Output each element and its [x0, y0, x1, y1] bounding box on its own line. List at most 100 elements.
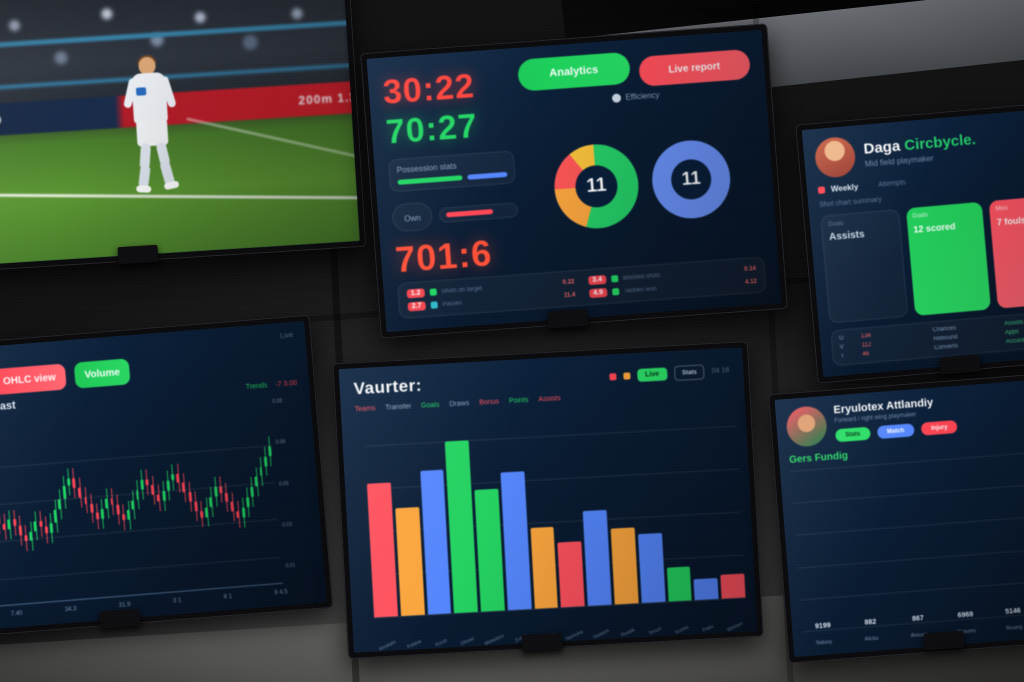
candle	[78, 487, 82, 498]
candlestick-plot[interactable]	[0, 397, 284, 610]
bar[interactable]	[557, 540, 586, 608]
x-tick-label: 9 4.5	[274, 589, 288, 597]
monitor-broadcast[interactable]: MADRID 200m 1.3	[0, 0, 367, 273]
stat-label: Tackles won	[623, 285, 657, 295]
bar-group[interactable]: 882	[850, 619, 892, 628]
possession-bar-green	[397, 175, 463, 185]
donut-caption: Efficiency	[625, 90, 660, 102]
football-player	[122, 54, 189, 198]
bar[interactable]	[693, 578, 719, 601]
monitor-grouped-bars[interactable]: Eryulotex Attlandiy Forward / right wing…	[768, 370, 1024, 664]
candle	[115, 504, 120, 515]
x-tick-label: Kizun	[434, 637, 448, 649]
bar-group[interactable]: 867	[897, 615, 939, 624]
candle	[176, 473, 180, 484]
live-badge[interactable]: Live	[636, 367, 668, 382]
bar-chart-title: Vaurter:	[353, 375, 423, 399]
candle	[259, 466, 263, 477]
bar[interactable]	[500, 471, 532, 611]
legend-item[interactable]: Transfer	[385, 403, 412, 412]
info-icon	[612, 93, 622, 103]
own-chip-label: Own	[403, 213, 422, 224]
x-tick-label: Dhowi	[460, 635, 476, 648]
bar[interactable]	[419, 469, 452, 615]
injury-pill[interactable]: Injury	[920, 419, 958, 436]
possession-bar-blue	[467, 171, 508, 180]
candle	[188, 492, 192, 503]
bar[interactable]	[610, 527, 639, 605]
avatar[interactable]	[785, 405, 829, 448]
candle	[250, 487, 255, 498]
y-tick-label: 0.03	[282, 521, 293, 529]
legend-item[interactable]: Draws	[449, 400, 470, 409]
candle	[209, 496, 214, 508]
live-report-button[interactable]: Live report	[637, 48, 751, 87]
donut-chart-primary[interactable]: 11	[551, 140, 642, 231]
stat-color-swatch	[430, 301, 438, 309]
legend-item[interactable]: Goals	[420, 401, 440, 410]
bar[interactable]	[445, 440, 479, 614]
monitor-profile[interactable]: Daga Circbycle. Mid field playmaker Tota…	[795, 100, 1024, 384]
x-tick-label: 8 1	[223, 593, 233, 601]
stat-value: 0.22	[562, 278, 575, 286]
legend-item[interactable]: Bonus	[479, 398, 500, 407]
monitor-kpi-dashboard[interactable]: Matchday 30:22 70:27 Possession stats	[360, 23, 788, 339]
bar[interactable]	[666, 566, 693, 602]
x-tick-label: Pasu	[702, 623, 715, 634]
bar[interactable]	[530, 526, 559, 609]
metric-primary: 30:22	[381, 67, 477, 112]
x-tick-label: 34.3	[64, 606, 77, 614]
legend-item[interactable]: Points	[508, 396, 529, 405]
stat-color-swatch	[611, 288, 620, 296]
match-pill[interactable]: Match	[876, 423, 915, 440]
bar[interactable]	[582, 510, 612, 606]
bar-group[interactable]: 6969	[945, 611, 987, 620]
avatar[interactable]	[813, 135, 857, 180]
candle	[7, 519, 12, 530]
profile-row-b: Converts	[933, 343, 959, 352]
x-tick-label: 31.9	[118, 601, 131, 609]
candle	[24, 534, 28, 542]
bar[interactable]	[637, 533, 666, 604]
candle	[145, 478, 149, 486]
monitor-stand-bar-chart	[521, 632, 563, 653]
x-tick-label: Rodak	[620, 627, 637, 639]
x-tick-label: Kunso	[674, 624, 690, 636]
volume-chip[interactable]: Volume	[73, 358, 131, 389]
screen-bar-chart: Vaurter: Live Stats 04 18 Teams Transfer G…	[338, 347, 758, 653]
stat-badge: 1.2	[406, 288, 425, 299]
flag-icon	[817, 186, 826, 194]
stats-badge[interactable]: Stats	[673, 364, 706, 381]
bar-chart-plot[interactable]	[365, 426, 746, 618]
miss-card[interactable]: Miss 7 fouls	[988, 194, 1024, 309]
x-tick-label: Aticbu	[864, 635, 879, 643]
candle	[135, 489, 140, 500]
candle	[105, 498, 109, 509]
candle	[12, 519, 17, 527]
grouped-bars-plot[interactable]: 919988286769695146314	[790, 449, 1024, 631]
screen-broadcast: MADRID 200m 1.3	[0, 0, 360, 267]
candle	[121, 513, 126, 521]
stats-pill[interactable]: Stats	[834, 426, 871, 443]
dot-icon-orange	[623, 372, 631, 380]
candle	[230, 501, 235, 512]
legend-item[interactable]: Teams	[354, 405, 376, 414]
analytics-button[interactable]: Analytics	[516, 51, 631, 92]
bar[interactable]	[394, 506, 425, 617]
donut-chart-secondary[interactable]: 11	[649, 137, 733, 221]
legend-down: -7 3.00	[275, 379, 298, 389]
dot-icon-red	[609, 373, 617, 381]
legend-item[interactable]: Assists	[538, 395, 561, 404]
bar[interactable]	[474, 488, 505, 612]
bar-group[interactable]: 9199	[802, 622, 844, 631]
bar[interactable]	[720, 573, 746, 599]
monitor-candlestick[interactable]: Market feed Live Chart OHLC view Volume …	[0, 314, 334, 640]
monitor-bar-chart[interactable]: Vaurter: Live Stats 04 18 Teams Transfer G…	[332, 340, 764, 660]
stat-label: Passes	[442, 300, 463, 308]
x-tick-label: Natuoy	[816, 639, 833, 647]
ohlc-chip[interactable]: OHLC view	[0, 363, 67, 396]
goals-card[interactable]: Goals 12 scored	[905, 201, 992, 316]
y-tick-label: 0.05	[278, 480, 290, 488]
bar[interactable]	[366, 482, 398, 618]
profile-row-key: T	[840, 353, 845, 360]
